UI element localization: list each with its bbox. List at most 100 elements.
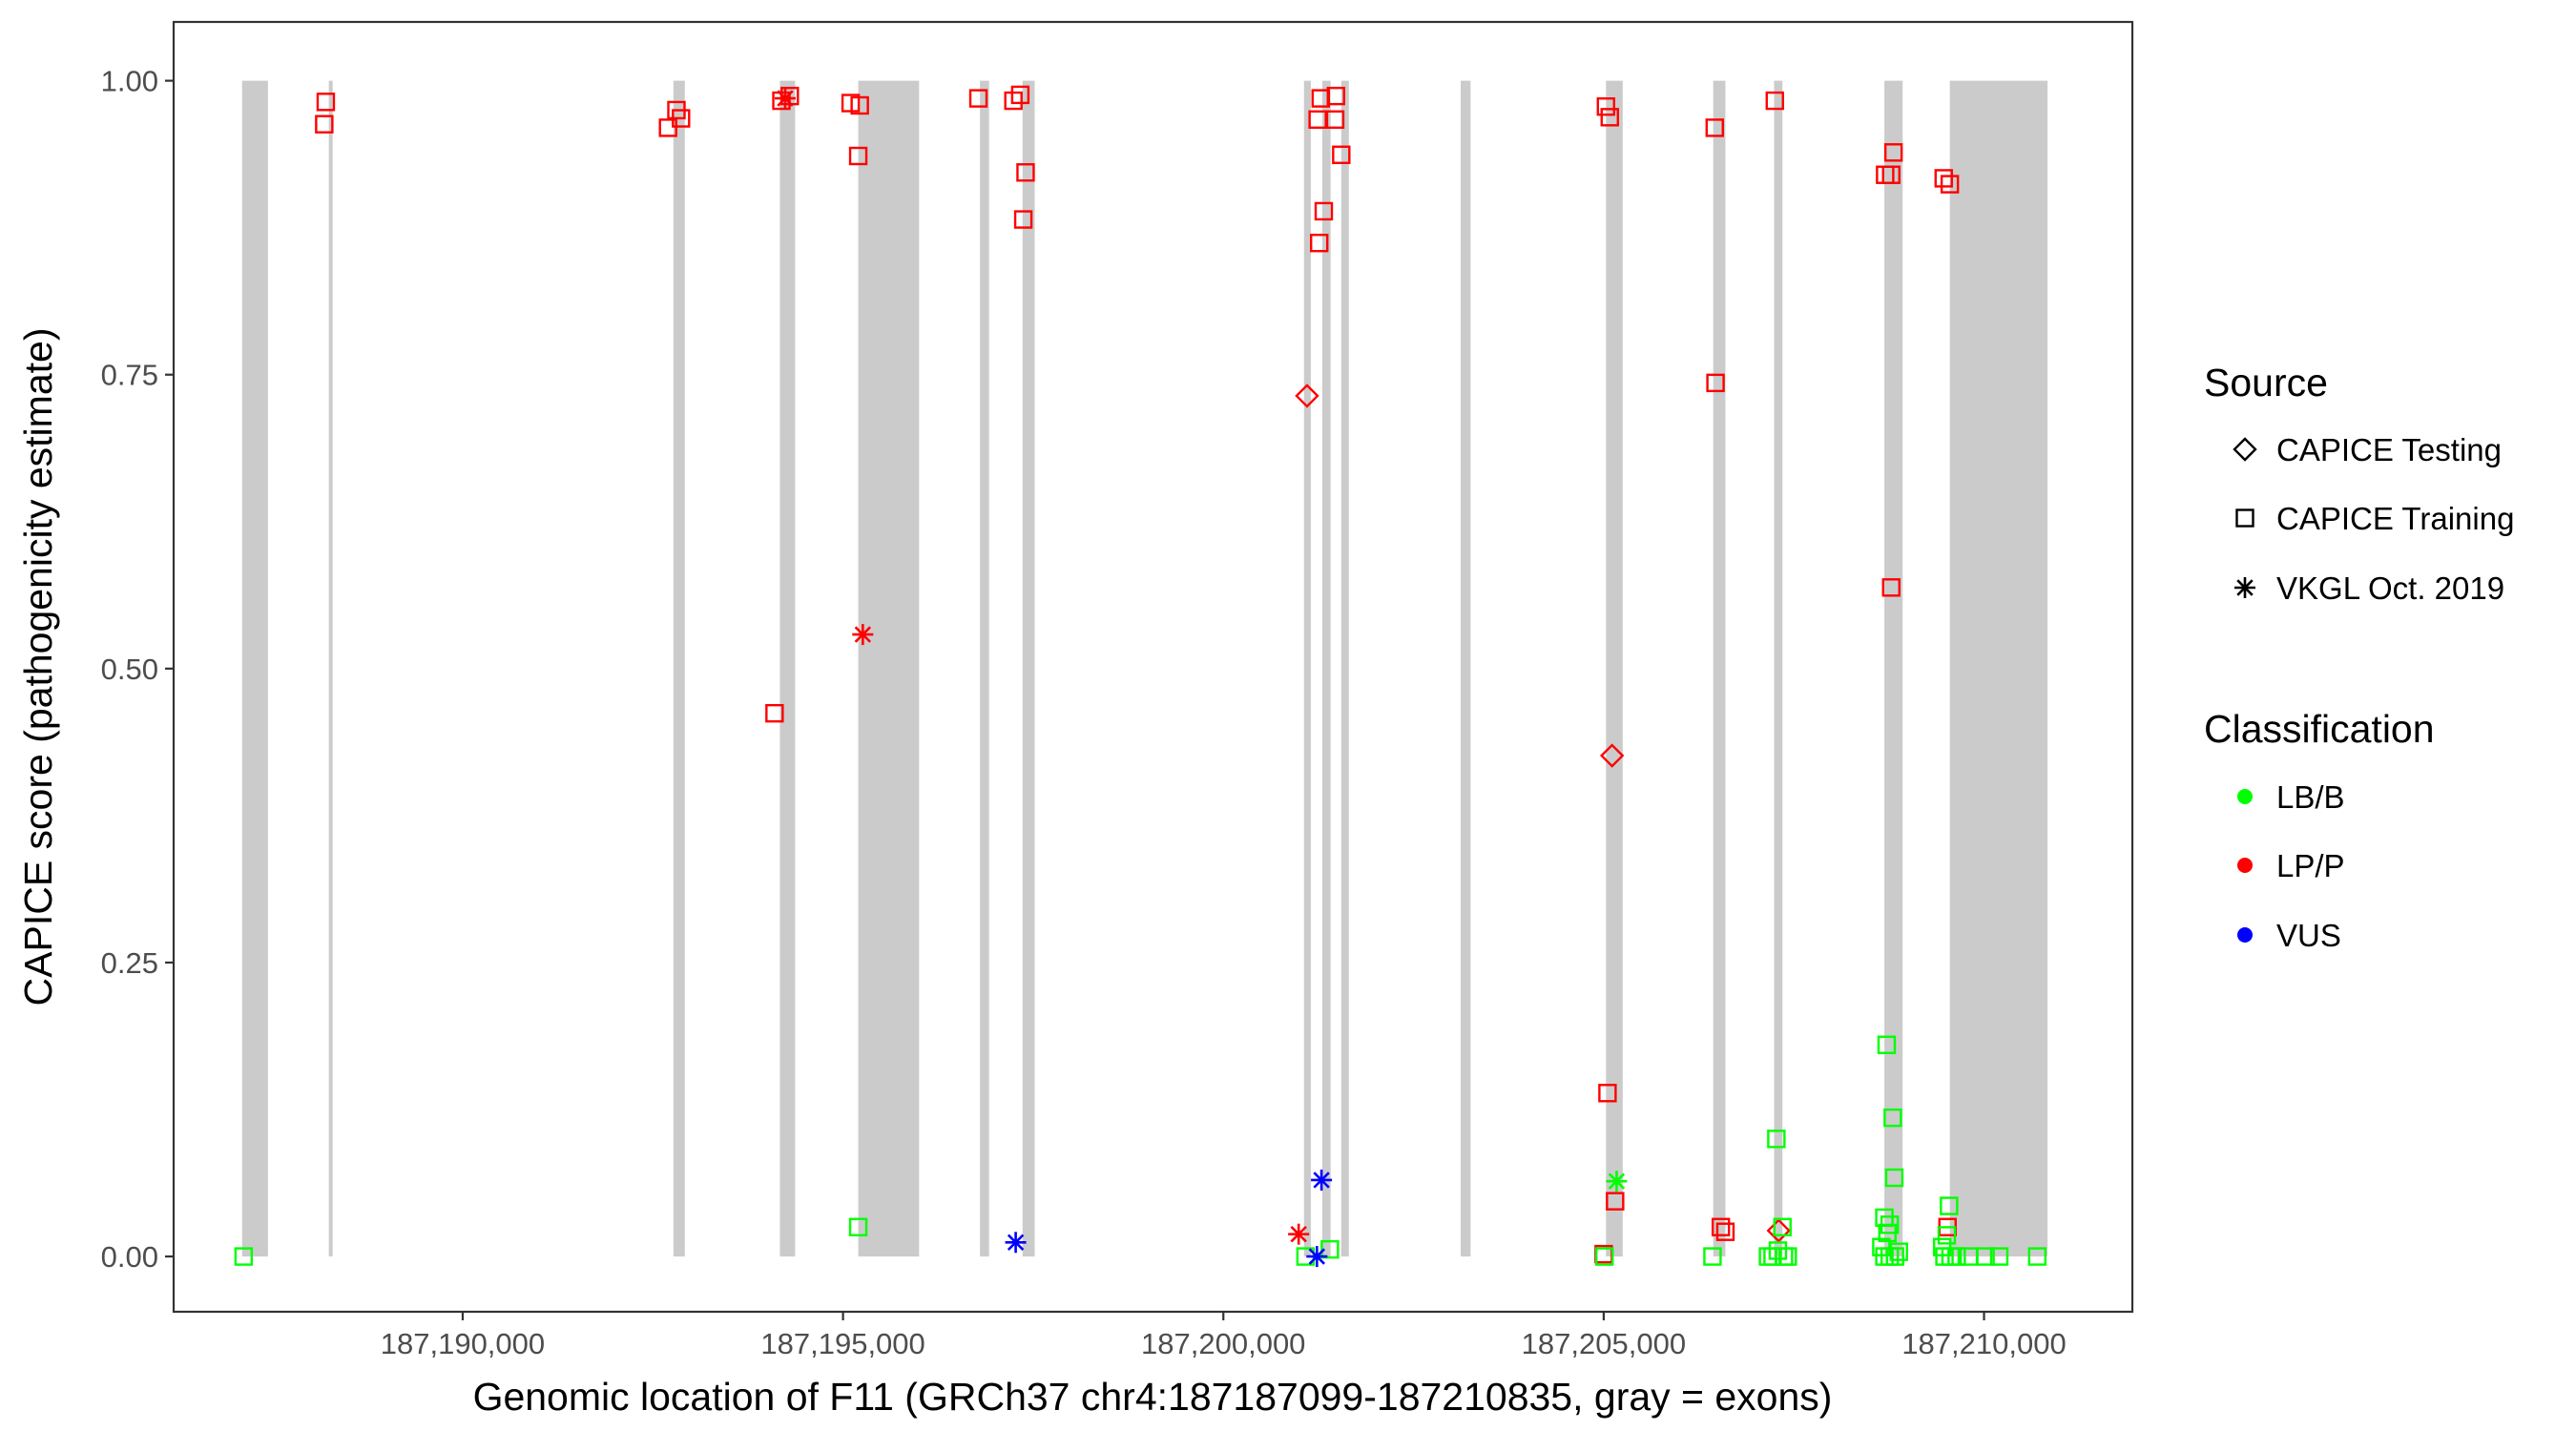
x-axis: 187,190,000 187,195,000 187,200,000 187,205…: [381, 1312, 2067, 1360]
data-point-26: [1325, 110, 1345, 129]
data-point-50: [1766, 1218, 1791, 1243]
legend-class-items: LB/B LP/P VUS: [2237, 779, 2345, 953]
exon-band-5: [858, 80, 920, 1257]
x-axis-title: Genomic location of F11 (GRCh37 chr4:187…: [473, 1375, 1833, 1419]
exon-band-15: [1884, 80, 1903, 1257]
x-tick-label: 187,205,000: [1522, 1327, 1686, 1360]
data-point-9: [775, 88, 797, 110]
legend-classification-title: Classification: [2204, 707, 2435, 751]
data-point-4: [658, 118, 677, 137]
data-point-17: [1004, 91, 1023, 111]
data-point-16: [968, 89, 988, 108]
data-point-14: [852, 624, 874, 646]
data-point-73: [1940, 175, 1960, 194]
data-point-70: [1885, 1247, 1904, 1266]
exon-band-16: [1949, 80, 2048, 1257]
data-point-19: [1016, 163, 1035, 182]
data-point-48: [1765, 91, 1784, 111]
data-point-75: [1940, 1196, 1959, 1215]
data-point-46: [1715, 1222, 1735, 1241]
data-point-1: [234, 1247, 254, 1266]
exon-band-10: [1340, 80, 1349, 1257]
data-point-2: [316, 93, 336, 112]
data-point-43: [1705, 118, 1724, 137]
data-point-34: [1306, 1246, 1328, 1268]
data-point-25: [1308, 110, 1327, 129]
exon-band-8: [1303, 80, 1311, 1257]
legend-label-source: CAPICE Testing: [2276, 432, 2502, 467]
y-tick-label: 0.25: [101, 946, 158, 980]
data-point-71: [1889, 1242, 1908, 1261]
data-point-56: [1778, 1247, 1797, 1266]
data-point-20: [1013, 210, 1033, 229]
legend-key-dot: [2237, 927, 2253, 943]
data-point-60: [1881, 578, 1901, 597]
data-point-33: [1311, 1169, 1333, 1191]
y-axis-title: CAPICE score (pathogenicity estimate): [16, 328, 60, 1006]
data-point-36: [1600, 108, 1619, 127]
data-point-28: [1314, 201, 1334, 221]
exon-band-12: [1606, 80, 1623, 1257]
data-point-15: [848, 1217, 868, 1236]
data-point-12: [850, 95, 869, 115]
exon-band-14: [1774, 80, 1783, 1257]
data-points: [234, 85, 2047, 1268]
data-point-51: [1773, 1217, 1792, 1236]
data-point-32: [1320, 1239, 1340, 1259]
y-tick-label: 0.75: [101, 359, 158, 392]
y-tick-label: 1.00: [101, 65, 158, 98]
y-tick-label: 0.50: [101, 653, 158, 686]
exon-band-1: [241, 80, 268, 1257]
legend-label-source: VKGL Oct. 2019: [2276, 570, 2504, 606]
legend-key-asterisk: [2234, 577, 2255, 598]
exon-band-11: [1461, 80, 1471, 1257]
data-point-10: [765, 703, 784, 723]
legend-key-square: [2235, 508, 2254, 528]
data-point-82: [1976, 1247, 1995, 1266]
data-point-13: [848, 146, 868, 166]
data-point-29: [1310, 234, 1329, 253]
data-point-37: [1599, 743, 1625, 768]
data-point-49: [1767, 1130, 1786, 1149]
legend-source-items: CAPICE Testing CAPICE Training VKGL Oct. 2…: [2233, 432, 2514, 606]
data-point-54: [1768, 1241, 1788, 1260]
data-point-24: [1326, 86, 1345, 106]
legend-label-source: CAPICE Training: [2276, 501, 2514, 536]
data-point-61: [1877, 1035, 1897, 1054]
data-point-47: [1703, 1247, 1722, 1266]
data-point-66: [1878, 1223, 1897, 1243]
x-tick-label: 187,190,000: [381, 1327, 545, 1360]
data-point-62: [1883, 1108, 1902, 1128]
data-point-63: [1884, 1168, 1904, 1188]
y-axis: 0.00 0.25 0.50 0.75 1.00: [101, 65, 174, 1274]
legend-label-class: VUS: [2276, 918, 2341, 953]
exon-band-7: [1022, 80, 1035, 1257]
data-point-84: [2027, 1247, 2047, 1266]
plot-panel-border: [172, 20, 2134, 1314]
exon-band-6: [980, 80, 989, 1257]
x-tick-label: 187,210,000: [1901, 1327, 2066, 1360]
data-point-22: [1295, 384, 1319, 408]
y-tick-label: 0.00: [101, 1240, 158, 1274]
data-point-40: [1606, 1171, 1628, 1192]
legend-source-title: Source: [2204, 361, 2328, 404]
legend: Source Classification CAPICE TestingCAPI…: [2204, 361, 2514, 953]
legend-key-dot: [2237, 858, 2253, 873]
exon-band-2: [328, 80, 333, 1257]
legend-label-class: LB/B: [2276, 779, 2345, 815]
data-point-83: [1989, 1247, 2009, 1266]
data-point-76: [1937, 1226, 1957, 1245]
data-point-72: [1934, 169, 1953, 188]
data-point-44: [1706, 373, 1725, 393]
legend-key-dot: [2237, 789, 2253, 804]
exon-band-9: [1321, 80, 1331, 1257]
data-point-80: [1947, 1247, 1966, 1266]
data-point-42: [1594, 1247, 1614, 1266]
data-point-39: [1606, 1192, 1625, 1211]
x-tick-label: 187,200,000: [1141, 1327, 1305, 1360]
data-point-45: [1711, 1217, 1731, 1236]
data-point-21: [1005, 1232, 1027, 1254]
exon-band-13: [1713, 80, 1726, 1257]
